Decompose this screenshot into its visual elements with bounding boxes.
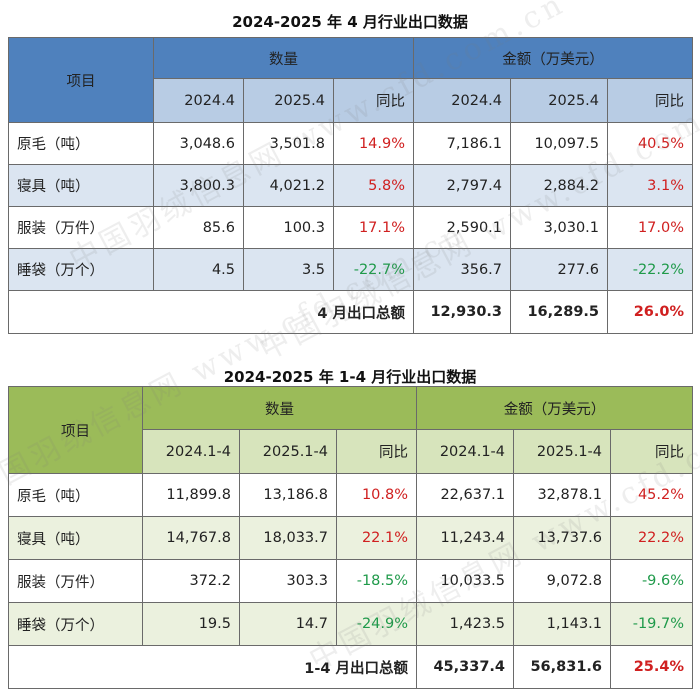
header-item: 项目 [8,386,143,474]
table1-title: 2024-2025 年 4 月行业出口数据 [232,13,468,31]
table-row: 服装（万件） 372.2 303.3 -18.5% 10,033.5 9,072… [8,559,694,603]
subheader-amt-yoy: 同比 [607,78,694,123]
cell-yoy: 40.5% [607,122,694,165]
subheader-amt-2024: 2024.4 [413,78,512,123]
table-row: 原毛（吨） 3,048.6 3,501.8 14.9% 7,186.1 10,0… [8,122,694,165]
total-2025: 16,289.5 [510,290,609,334]
table-row: 睡袋（万个） 19.5 14.7 -24.9% 1,423.5 1,143.1 … [8,602,694,646]
table-row: 睡袋（万个） 4.5 3.5 -22.7% 356.7 277.6 -22.2% [8,248,694,291]
cell: 14.7 [239,602,337,646]
row-label: 寝具（吨） [8,516,143,560]
row-label: 服装（万件） [8,206,154,249]
cell: 9,072.8 [513,559,612,603]
cell: 2,884.2 [510,164,609,207]
total-2024: 12,930.3 [413,290,512,334]
cell-yoy: 22.2% [610,516,694,560]
row-label: 服装（万件） [8,559,143,603]
table2-title: 2024-2025 年 1-4 月行业出口数据 [223,368,477,386]
cell: 1,423.5 [416,602,515,646]
subheader-qty-yoy: 同比 [332,78,415,123]
export-table-april: 项目 数量 金额（万美元） 2024.4 2025.4 同比 2024.4 20… [7,37,694,334]
header-quantity: 数量 [141,386,418,430]
header-item: 项目 [8,37,154,123]
subheader-qty-2025: 2025.4 [243,78,334,123]
cell-yoy: 45.2% [610,473,694,517]
total-label: 4 月出口总额 [7,290,415,334]
cell: 2,590.1 [413,206,512,249]
subheader-amt-2025: 2025.4 [510,78,609,123]
header-amount: 金额（万美元） [416,386,694,430]
cell: 356.7 [413,248,512,291]
row-label: 原毛（吨） [8,473,143,517]
cell: 2,797.4 [413,164,512,207]
total-row: 1-4 月出口总额 45,337.4 56,831.6 25.4% [7,645,694,689]
subheader-amt-2024: 2024.1-4 [416,429,515,474]
subheader-qty-2025: 2025.1-4 [239,429,337,474]
cell: 3,800.3 [153,164,244,207]
cell: 18,033.7 [239,516,337,560]
cell-yoy: 5.8% [332,164,415,207]
total-yoy: 25.4% [610,645,694,689]
total-yoy: 26.0% [607,290,694,334]
cell-yoy: 22.1% [335,516,418,560]
cell-yoy: -18.5% [335,559,418,603]
cell: 277.6 [510,248,609,291]
subheader-qty-yoy: 同比 [335,429,418,474]
cell-yoy: 3.1% [607,164,694,207]
table-row: 寝具（吨） 3,800.3 4,021.2 5.8% 2,797.4 2,884… [8,164,694,207]
cell-yoy: -22.7% [332,248,415,291]
export-table-jan-apr: 项目 数量 金额（万美元） 2024.1-4 2025.1-4 同比 2024.… [7,386,694,689]
cell: 100.3 [243,206,334,249]
cell: 3,501.8 [243,122,334,165]
header-amount: 金额（万美元） [413,37,694,79]
cell: 22,637.1 [416,473,515,517]
row-label: 睡袋（万个） [8,602,143,646]
total-label: 1-4 月出口总额 [7,645,418,689]
cell: 11,243.4 [416,516,515,560]
cell: 4.5 [153,248,244,291]
cell: 10,033.5 [416,559,515,603]
cell: 14,767.8 [142,516,240,560]
total-2025: 56,831.6 [513,645,612,689]
table-row: 服装（万件） 85.6 100.3 17.1% 2,590.1 3,030.1 … [8,206,694,249]
cell: 85.6 [153,206,244,249]
cell: 372.2 [142,559,240,603]
cell: 3.5 [243,248,334,291]
subheader-qty-2024: 2024.4 [153,78,244,123]
cell-yoy: -9.6% [610,559,694,603]
table-row: 原毛（吨） 11,899.8 13,186.8 10.8% 22,637.1 3… [8,473,694,517]
cell: 10,097.5 [510,122,609,165]
total-2024: 45,337.4 [416,645,515,689]
cell-yoy: 10.8% [335,473,418,517]
cell: 1,143.1 [513,602,612,646]
header-quantity: 数量 [152,37,415,79]
cell: 13,737.6 [513,516,612,560]
cell: 7,186.1 [413,122,512,165]
cell: 32,878.1 [513,473,612,517]
row-label: 原毛（吨） [8,122,154,165]
cell-yoy: -22.2% [607,248,694,291]
row-label: 睡袋（万个） [8,248,154,291]
cell-yoy: 17.0% [607,206,694,249]
cell-yoy: -24.9% [335,602,418,646]
total-row: 4 月出口总额 12,930.3 16,289.5 26.0% [7,290,694,334]
table-row: 寝具（吨） 14,767.8 18,033.7 22.1% 11,243.4 1… [8,516,694,560]
subheader-qty-2024: 2024.1-4 [142,429,240,474]
cell: 3,030.1 [510,206,609,249]
cell-yoy: -19.7% [610,602,694,646]
cell: 4,021.2 [243,164,334,207]
cell-yoy: 14.9% [332,122,415,165]
subheader-amt-2025: 2025.1-4 [513,429,612,474]
cell-yoy: 17.1% [332,206,415,249]
cell: 303.3 [239,559,337,603]
row-label: 寝具（吨） [8,164,154,207]
cell: 19.5 [142,602,240,646]
subheader-amt-yoy: 同比 [610,429,694,474]
cell: 3,048.6 [153,122,244,165]
cell: 13,186.8 [239,473,337,517]
cell: 11,899.8 [142,473,240,517]
